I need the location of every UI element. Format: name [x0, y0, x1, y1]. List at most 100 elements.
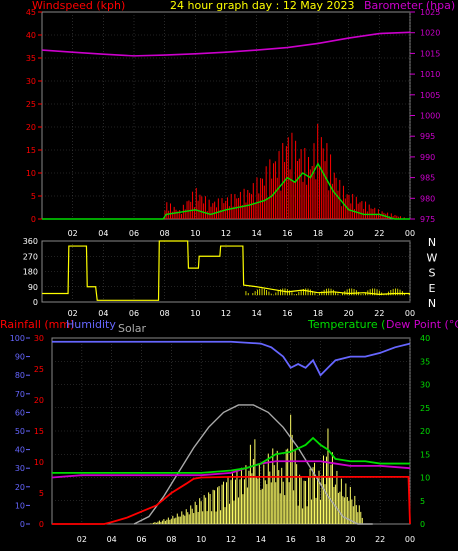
compass-label: S [429, 267, 436, 280]
humidity-tick-label: 0 [20, 520, 25, 529]
rain-tick-label: 25 [34, 365, 44, 374]
baro-tick-label: 995 [420, 132, 435, 141]
wind-tick-label: 20 [26, 123, 36, 132]
wind-hour-label: 04 [98, 229, 108, 238]
direction-tick-label: 360 [23, 237, 38, 246]
wind-tick-label: 30 [26, 77, 36, 86]
humidity-tick-label: 30 [15, 464, 25, 473]
rainfall-axis-label: Rainfall (mm) [0, 318, 75, 331]
wind-hour-label: 12 [221, 229, 231, 238]
temperature-line [52, 436, 410, 474]
baro-tick-label: 1015 [420, 49, 440, 58]
rain-tick-label: 15 [34, 427, 44, 436]
temp-tick-label: 25 [420, 404, 430, 413]
direction-line [42, 240, 410, 301]
temp-tick-label: 5 [420, 497, 425, 506]
direction-hour-label: 12 [221, 309, 231, 318]
humidity-tick-label: 90 [15, 353, 25, 362]
humidity-axis-label: Humidity [66, 318, 116, 331]
compass-label: E [429, 282, 436, 295]
wind-hour-label: 18 [313, 229, 323, 238]
direction-hour-label: 20 [344, 309, 354, 318]
wind-tick-label: 15 [26, 146, 36, 155]
baro-tick-label: 980 [420, 194, 435, 203]
temp-tick-label: 20 [420, 427, 430, 436]
humidity-tick-label: 80 [15, 371, 25, 380]
barometer-line [41, 31, 411, 57]
direction-hour-label: 06 [129, 309, 139, 318]
wind-tick-label: 10 [26, 169, 36, 178]
climate-hour-label: 18 [315, 535, 325, 544]
wind-tick-label: 45 [26, 8, 36, 17]
wind-hour-label: 10 [190, 229, 200, 238]
climate-hour-label: 12 [226, 535, 236, 544]
rain-tick-label: 10 [34, 458, 44, 467]
windspeed-axis-label: Windspeed (kph) [32, 0, 126, 12]
climate-hour-label: 02 [77, 535, 87, 544]
wind-tick-label: 0 [31, 215, 36, 224]
direction-tick-label: 0 [33, 298, 38, 307]
temp-tick-label: 30 [420, 381, 430, 390]
wind-hour-label: 20 [344, 229, 354, 238]
humidity-tick-label: 40 [15, 446, 25, 455]
humidity-tick-label: 20 [15, 483, 25, 492]
humidity-tick-label: 60 [15, 408, 25, 417]
solar-max-curve [133, 404, 373, 525]
temp-tick-label: 0 [420, 520, 425, 529]
climate-hour-label: 06 [136, 535, 146, 544]
direction-tick-label: 270 [23, 252, 38, 261]
baro-tick-label: 1020 [420, 29, 440, 38]
barometer-axis-label: Barometer (hpa) [364, 0, 456, 12]
direction-hour-label: 02 [68, 309, 78, 318]
direction-hour-label: 14 [252, 309, 262, 318]
temp-tick-label: 10 [420, 474, 430, 483]
rainfall-line [52, 475, 411, 525]
direction-hour-label: 04 [98, 309, 108, 318]
direction-hour-label: 18 [313, 309, 323, 318]
dewpoint-line [51, 460, 411, 479]
humidity-tick-label: 100 [10, 334, 25, 343]
rain-tick-label: 0 [39, 520, 44, 529]
climate-hour-label: 16 [286, 535, 296, 544]
climate-hour-label: 08 [166, 535, 176, 544]
wind-hour-label: 22 [374, 229, 384, 238]
humidity-line [52, 340, 411, 377]
wind-hour-label: 02 [68, 229, 78, 238]
compass-label: N [428, 297, 436, 310]
baro-tick-label: 975 [420, 215, 435, 224]
climate-hour-label: 10 [196, 535, 206, 544]
wind-hour-label: 06 [129, 229, 139, 238]
humidity-tick-label: 50 [15, 427, 25, 436]
wind-plot-frame [41, 11, 411, 220]
graph-title: 24 hour graph day : 12 May 2023 [170, 0, 355, 12]
climate-hour-label: 04 [107, 535, 117, 544]
direction-hour-label: 16 [282, 309, 292, 318]
climate-hour-label: 14 [256, 535, 266, 544]
wind-hour-label: 16 [282, 229, 292, 238]
climate-hour-label: 20 [345, 535, 355, 544]
temperature-axis-label: Temperature (°C) [308, 318, 403, 331]
baro-tick-label: 985 [420, 174, 435, 183]
wind-hour-label: 08 [160, 229, 170, 238]
direction-tick-label: 90 [28, 283, 38, 292]
climate-hour-label: 00 [405, 535, 415, 544]
wind-tick-label: 25 [26, 100, 36, 109]
compass-label: W [427, 251, 438, 264]
wind-tick-label: 5 [31, 192, 36, 201]
direction-tick-label: 180 [23, 268, 38, 277]
climate-hour-label: 22 [375, 535, 385, 544]
baro-tick-label: 1025 [420, 8, 440, 17]
baro-tick-label: 1000 [420, 112, 440, 121]
solar-label: Solar [118, 322, 147, 335]
humidity-tick-label: 10 [15, 501, 25, 510]
rain-tick-label: 20 [34, 396, 44, 405]
temp-tick-label: 35 [420, 357, 430, 366]
wind-tick-label: 40 [26, 31, 36, 40]
dewpoint-axis-label: Dew Point (°C) [386, 319, 458, 331]
temp-tick-label: 40 [420, 334, 430, 343]
rain-tick-label: 30 [34, 334, 44, 343]
rain-tick-label: 5 [39, 489, 44, 498]
direction-hour-label: 22 [374, 309, 384, 318]
wind-hour-label: 14 [252, 229, 262, 238]
